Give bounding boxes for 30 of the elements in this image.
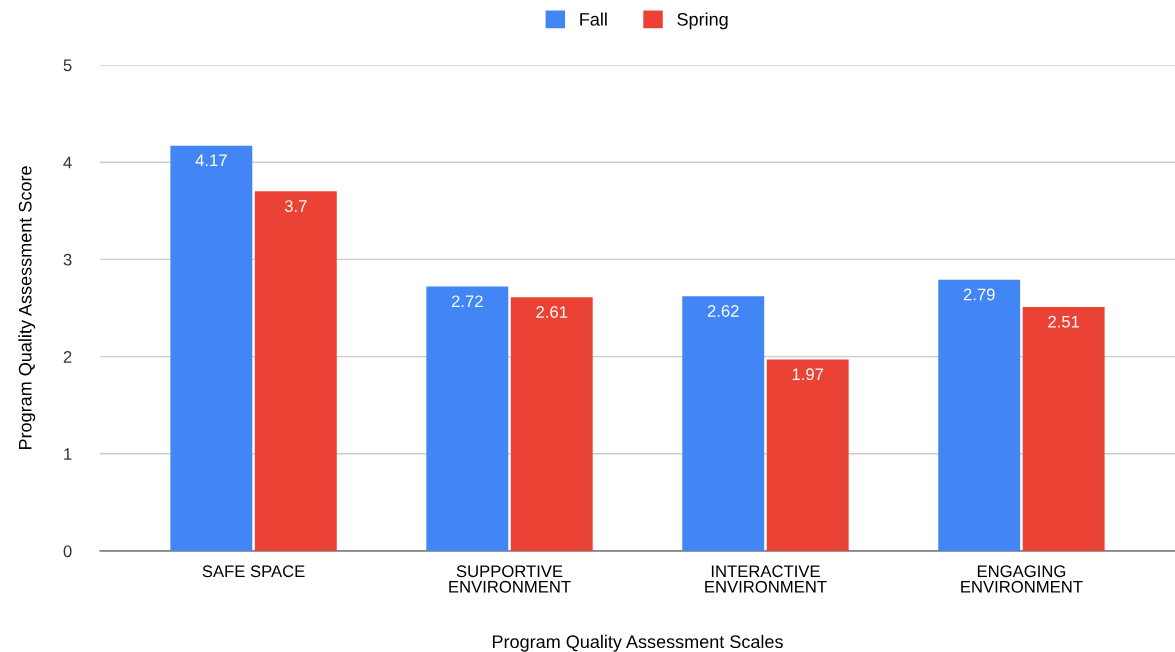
data-label: 2.79 xyxy=(963,288,995,301)
y-tick-label: 0 xyxy=(63,545,72,558)
bar xyxy=(426,286,509,551)
bar xyxy=(938,279,1021,551)
legend-label: Spring xyxy=(677,12,728,30)
data-label: 4.17 xyxy=(195,154,227,167)
y-tick-label: 1 xyxy=(64,448,72,460)
y-tick-label: 3 xyxy=(63,253,72,266)
y-axis-title: Program Quality Assessment Score xyxy=(18,166,36,450)
x-tick-label: SAFE SPACE xyxy=(202,565,305,578)
bar xyxy=(682,296,765,551)
y-tick-label: 4 xyxy=(63,156,72,169)
bar xyxy=(766,359,849,551)
bar xyxy=(1022,307,1105,551)
data-label: 2.51 xyxy=(1048,315,1080,328)
data-label: 2.62 xyxy=(707,305,739,317)
bar xyxy=(510,297,593,551)
x-tick-label: ENGAGING ENVIRONMENT xyxy=(961,565,1083,593)
x-tick-label: SUPPORTIVE ENVIRONMENT xyxy=(449,565,571,593)
x-axis-title: Program Quality Assessment Scales xyxy=(492,634,783,652)
data-label: 2.61 xyxy=(536,306,568,318)
data-label: 2.72 xyxy=(451,295,483,308)
legend-label: Fall xyxy=(580,12,607,26)
x-tick-label: INTERACTIVE ENVIRONMENT xyxy=(705,565,827,593)
bar xyxy=(254,191,337,551)
y-tick-label: 5 xyxy=(63,59,72,72)
bar xyxy=(170,145,253,551)
data-label: 1.97 xyxy=(792,368,824,381)
y-tick-label: 2 xyxy=(63,351,72,363)
data-label: 3.7 xyxy=(284,200,307,212)
